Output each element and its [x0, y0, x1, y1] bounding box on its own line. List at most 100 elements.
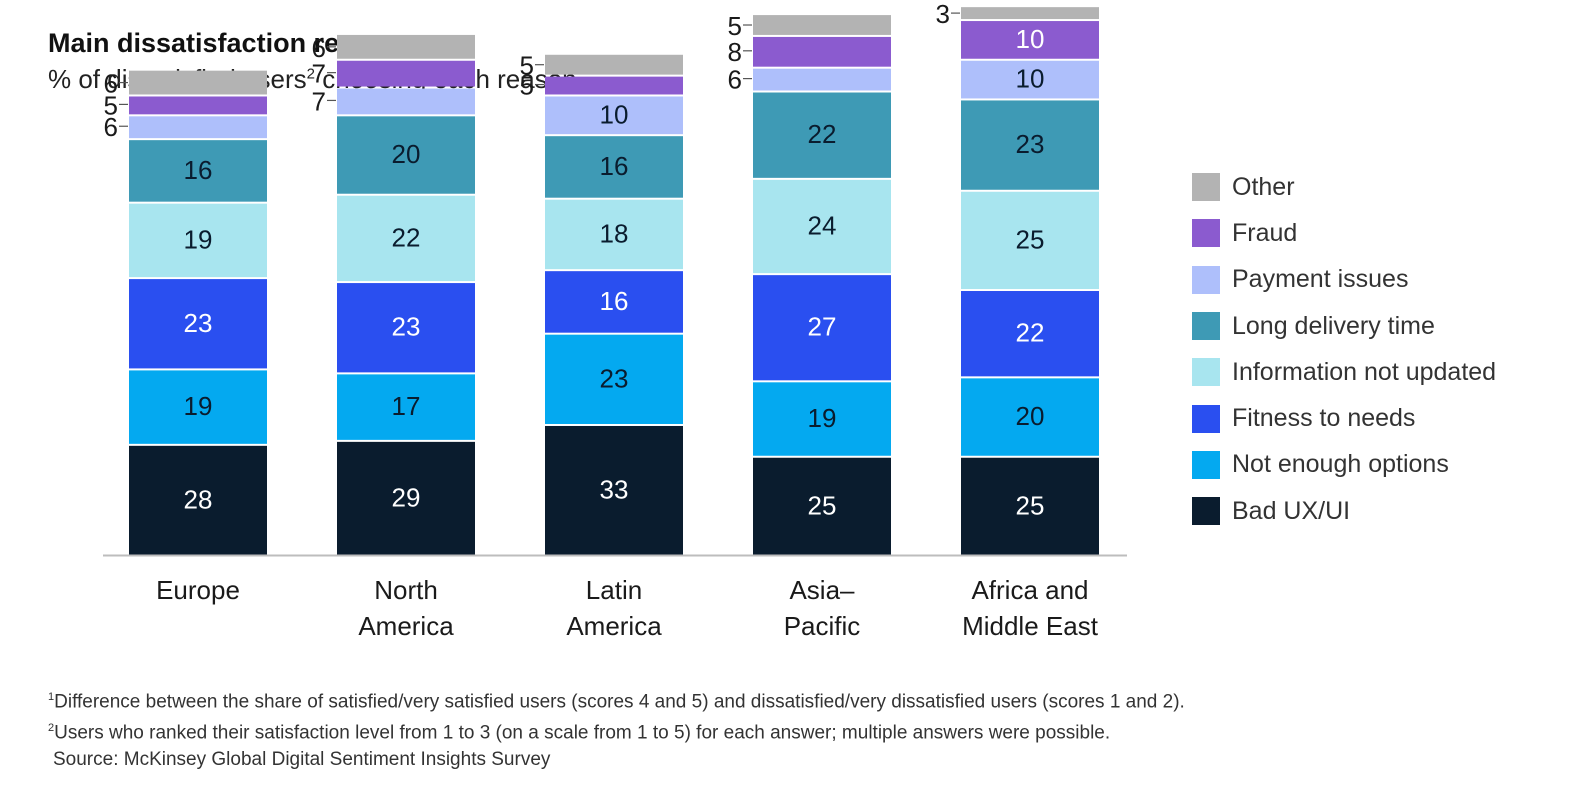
bar-segment-other: [337, 34, 475, 59]
footnote-2: 2Users who ranked their satisfaction lev…: [48, 722, 1111, 744]
legend-label: Payment issues: [1232, 265, 1409, 294]
legend-swatch: [1192, 404, 1220, 433]
bar-segment-fitness-to-needs: [129, 279, 267, 369]
bar-segment-bad-ux-ui: [961, 457, 1099, 555]
bar-segment-information-not-updated: [545, 199, 683, 270]
bar-segment-other: [753, 15, 891, 35]
data-label: 8: [728, 37, 742, 67]
data-label: 23: [392, 312, 421, 342]
x-tick-label: Middle East: [962, 611, 1099, 641]
data-label: 24: [808, 210, 837, 240]
data-label: 23: [184, 308, 213, 338]
legend-label: Bad UX/UI: [1232, 496, 1351, 525]
bar-segment-payment-issues: [753, 68, 891, 91]
data-label: 6: [104, 69, 118, 99]
data-label: 25: [808, 490, 837, 520]
data-label: 23: [1016, 129, 1045, 159]
bar-segment-not-enough-options: [545, 334, 683, 424]
bar-segment-not-enough-options: [129, 370, 267, 444]
legend-label: Other: [1232, 172, 1295, 201]
data-label: 22: [392, 222, 421, 252]
legend-item-fitness-to-needs: Fitness to needs: [1192, 395, 1496, 441]
bar-segment-bad-ux-ui: [337, 441, 475, 555]
bar-segment-bad-ux-ui: [129, 445, 267, 555]
data-label: 16: [600, 286, 629, 316]
bar-segment-fraud: [961, 21, 1099, 59]
footnote-ref-2: 2: [306, 65, 316, 83]
data-label: 33: [600, 474, 629, 504]
legend-label: Fitness to needs: [1232, 404, 1416, 433]
footnotes: 1Difference between the share of satisfi…: [48, 684, 1185, 773]
bar-segment-fitness-to-needs: [753, 275, 891, 381]
bar-segment-payment-issues: [129, 116, 267, 139]
legend-item-information-not-updated: Information not updated: [1192, 349, 1496, 395]
data-label: 10: [1016, 24, 1045, 54]
data-label: 7: [312, 86, 326, 116]
source-note: Source: McKinsey Global Digital Sentimen…: [53, 748, 551, 770]
legend-item-fraud: Fraud: [1192, 210, 1496, 256]
x-tick-label: America: [566, 611, 662, 641]
data-label: 22: [1016, 318, 1045, 348]
bar-segment-not-enough-options: [337, 374, 475, 440]
data-label: 19: [808, 403, 837, 433]
data-label: 18: [600, 218, 629, 248]
bar-segment-other: [129, 70, 267, 95]
bar-segment-fitness-to-needs: [961, 291, 1099, 377]
bar-segment-not-enough-options: [753, 382, 891, 456]
legend-label: Long delivery time: [1232, 311, 1435, 340]
bar-segment-information-not-updated: [337, 195, 475, 282]
legend-label: Not enough options: [1232, 450, 1449, 479]
x-tick-label: North: [374, 575, 438, 605]
data-label: 5: [520, 71, 534, 101]
x-tick-label: Africa and: [971, 575, 1088, 605]
data-label: 16: [184, 155, 213, 185]
bar-segment-other: [545, 54, 683, 75]
footnote-1: 1Difference between the share of satisfi…: [48, 691, 1185, 713]
legend-item-not-enough-options: Not enough options: [1192, 442, 1496, 488]
bar-segment-fraud: [545, 76, 683, 95]
bar-segment-payment-issues: [545, 96, 683, 135]
legend-item-other: Other: [1192, 164, 1496, 210]
bar-segment-fraud: [337, 60, 475, 87]
data-label: 16: [600, 151, 629, 181]
legend-swatch: [1192, 497, 1220, 526]
data-label: 10: [1016, 64, 1045, 94]
legend-label: Fraud: [1232, 218, 1298, 247]
bar-segment-long-delivery-time: [545, 136, 683, 198]
data-label: 23: [600, 363, 629, 393]
bar-segment-long-delivery-time: [337, 116, 475, 194]
data-label: 20: [1016, 401, 1045, 431]
legend-item-bad-ux-ui: Bad UX/UI: [1192, 488, 1496, 534]
legend-label: Information not updated: [1232, 357, 1497, 386]
legend-item-long-delivery-time: Long delivery time: [1192, 303, 1496, 349]
data-label: 28: [184, 484, 213, 514]
data-label: 5: [104, 90, 118, 120]
x-tick-label: Latin: [586, 575, 642, 605]
legend-swatch: [1192, 265, 1220, 294]
x-tick-label: America: [358, 611, 454, 641]
bar-segment-information-not-updated: [961, 191, 1099, 290]
bar-segment-fitness-to-needs: [545, 271, 683, 333]
bar-segment-payment-issues: [337, 88, 475, 115]
chart-legend: Other Fraud Payment issues Long delivery ti…: [1192, 164, 1496, 534]
legend-swatch: [1192, 219, 1220, 248]
legend-swatch: [1192, 173, 1220, 202]
data-label: 25: [1016, 224, 1045, 254]
data-label: 7: [312, 59, 326, 89]
data-label: 27: [808, 312, 837, 342]
data-label: 10: [600, 99, 629, 129]
data-label: 17: [392, 391, 421, 421]
data-label: 25: [1016, 490, 1045, 520]
data-label: 20: [392, 139, 421, 169]
x-tick-label: Europe: [156, 575, 240, 605]
legend-swatch: [1192, 358, 1220, 387]
bar-segment-fraud: [129, 96, 267, 115]
bar-segment-information-not-updated: [753, 179, 891, 274]
data-label: 5: [520, 51, 534, 81]
bar-segment-long-delivery-time: [753, 92, 891, 178]
legend-swatch: [1192, 450, 1220, 479]
x-tick-label: Asia–: [789, 575, 855, 605]
data-label: 29: [392, 482, 421, 512]
bar-segment-bad-ux-ui: [545, 425, 683, 555]
